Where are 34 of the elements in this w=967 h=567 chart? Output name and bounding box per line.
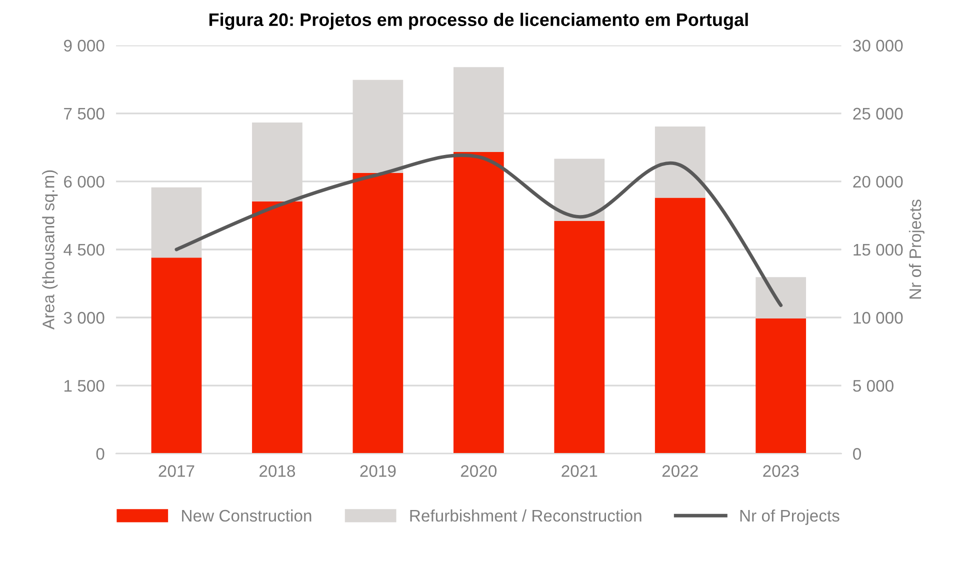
- bar: [453, 152, 504, 454]
- x-tick-label: 2022: [662, 465, 698, 477]
- x-tick-label: 2018: [260, 465, 296, 477]
- chart-title: Figura 20: Projetos em processo de licenciamento em Portugal: [209, 12, 748, 30]
- y2-tick-label: 20 000: [853, 176, 903, 188]
- legend-label: Nr of Projects: [740, 509, 840, 525]
- y-tick-label: 7 500: [64, 108, 104, 120]
- y-axis-title: Area (thousand sq.m): [42, 170, 58, 330]
- x-tick-label: 2017: [158, 465, 194, 477]
- y2-axis-title: Nr of Projects: [908, 200, 924, 299]
- y-tick-label: 3 000: [64, 312, 104, 324]
- y-tick-label: 9 000: [64, 40, 104, 52]
- bar: [151, 258, 202, 454]
- y2-tick-label: 0: [853, 448, 862, 460]
- bar: [352, 172, 404, 454]
- y2-tick-label: 10 000: [854, 312, 903, 324]
- x-tick-label: 2019: [360, 465, 396, 477]
- bar: [654, 198, 706, 454]
- legend-label: New Construction: [182, 509, 312, 522]
- bar: [756, 318, 806, 454]
- y2-tick-label: 5 000: [853, 380, 894, 392]
- bar: [554, 220, 605, 454]
- x-tick-label: 2020: [460, 465, 497, 477]
- x-tick-label: 2023: [763, 465, 799, 477]
- bar: [252, 201, 302, 454]
- legend-label: Refurbishment / Reconstruction: [410, 509, 642, 522]
- y2-tick-label: 25 000: [853, 108, 903, 120]
- y-tick-label: 0: [96, 448, 104, 460]
- y-tick-label: 4 500: [64, 244, 104, 256]
- x-tick-label: 2021: [562, 465, 598, 477]
- y-tick-label: 6 000: [64, 176, 104, 188]
- y2-tick-label: 15 000: [854, 244, 903, 256]
- y-tick-label: 1 500: [64, 380, 104, 392]
- y2-tick-label: 30 000: [853, 40, 903, 52]
